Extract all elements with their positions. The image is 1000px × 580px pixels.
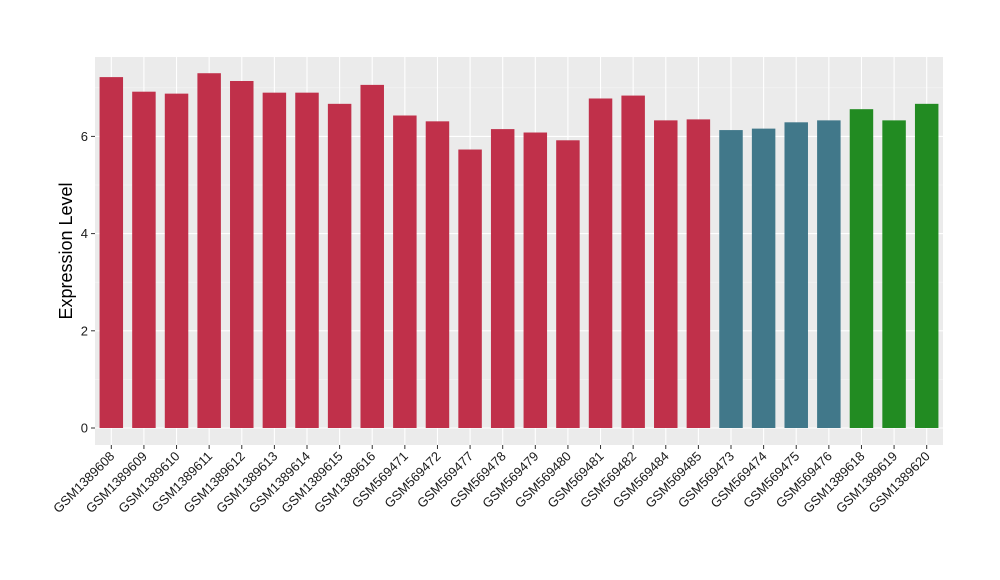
bar-GSM1389620 xyxy=(914,103,939,428)
bar-GSM569471 xyxy=(393,115,417,428)
bar-GSM569474 xyxy=(751,128,776,428)
bar-GSM569477 xyxy=(458,149,482,428)
bar-GSM1389619 xyxy=(882,120,906,428)
bar-GSM569472 xyxy=(425,121,450,429)
x-axis: GSM1389608GSM1389609GSM1389610GSM1389611… xyxy=(50,445,933,516)
bar-GSM1389618 xyxy=(849,109,874,429)
plot-panel xyxy=(95,57,943,445)
bar-GSM1389613 xyxy=(262,92,287,428)
bar-GSM569484 xyxy=(654,120,678,428)
y-tick-label: 0 xyxy=(81,421,88,436)
y-axis-title: Expression Level xyxy=(56,182,76,319)
bar-GSM569479 xyxy=(523,132,548,428)
bar-GSM569476 xyxy=(817,120,841,428)
bar-GSM569480 xyxy=(556,140,580,428)
bar-GSM569475 xyxy=(784,122,808,428)
bar-GSM569485 xyxy=(686,119,711,428)
bar-GSM1389612 xyxy=(230,80,254,428)
bar-GSM569482 xyxy=(621,95,645,429)
y-tick-label: 2 xyxy=(81,323,88,338)
bar-GSM1389615 xyxy=(327,103,352,428)
bar-GSM569473 xyxy=(719,130,743,428)
bar-GSM1389611 xyxy=(197,73,221,428)
bar-GSM1389608 xyxy=(99,77,124,428)
bar-GSM1389609 xyxy=(132,91,156,429)
bar-GSM1389616 xyxy=(360,84,384,428)
y-tick-label: 6 xyxy=(81,129,88,144)
bar-GSM569481 xyxy=(588,98,613,428)
bars xyxy=(99,73,939,429)
bar-GSM1389614 xyxy=(295,92,319,428)
y-tick-label: 4 xyxy=(81,226,88,241)
bar-GSM569478 xyxy=(490,129,515,429)
y-axis: 0 2 4 6 xyxy=(81,129,95,436)
bar-GSM1389610 xyxy=(164,93,189,428)
